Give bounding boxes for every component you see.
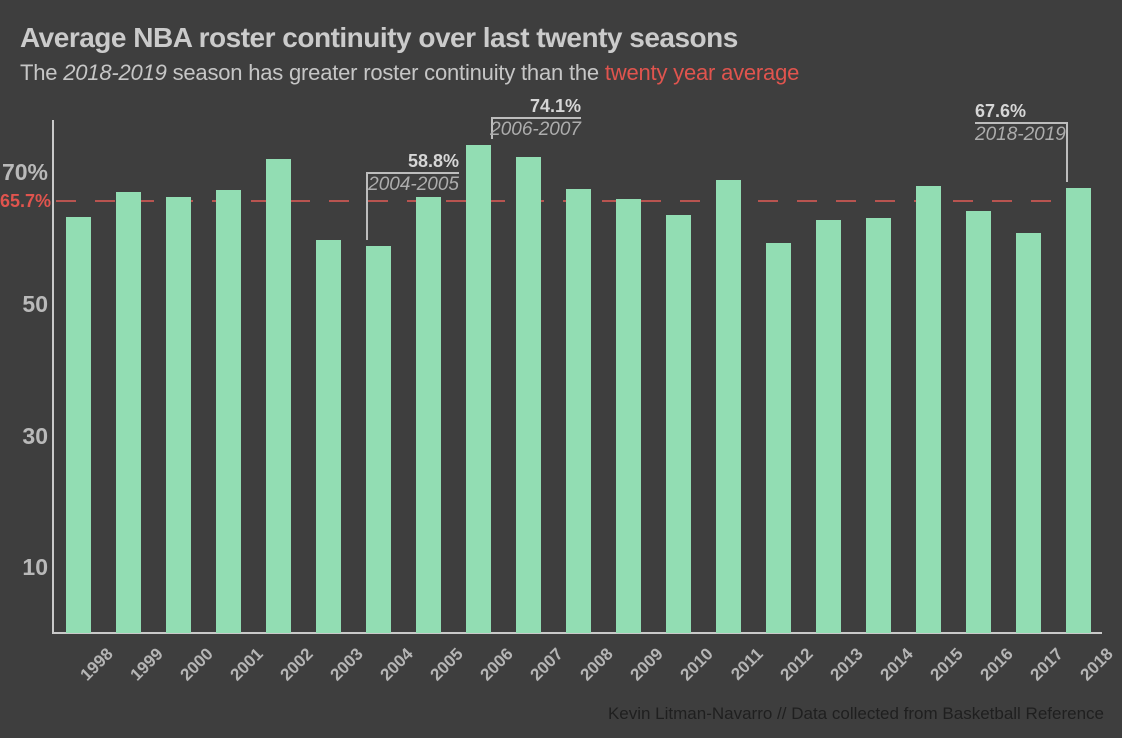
annotation-leader-line	[975, 122, 1066, 124]
y-tick-10: 10	[22, 554, 48, 581]
bar-2008	[566, 188, 591, 633]
bar-2016	[966, 211, 991, 633]
y-axis-line	[52, 120, 54, 634]
chart-title: Average NBA roster continuity over last …	[20, 22, 738, 53]
bar-2018	[1066, 188, 1091, 633]
bar-2017	[1016, 232, 1041, 633]
subtitle-prefix: The	[20, 60, 64, 85]
bar-2013	[816, 219, 841, 633]
bar-1999	[116, 192, 141, 633]
average-value-label: 65.7%	[0, 190, 52, 211]
y-tick-50: 50	[22, 291, 48, 317]
bar-2005	[416, 197, 441, 633]
bar-2007	[516, 156, 541, 633]
subtitle-middle: season has greater roster continuity tha…	[166, 60, 605, 85]
bar-2004	[366, 246, 391, 633]
y-tick-30: 30	[22, 422, 48, 449]
bar-2009	[616, 198, 641, 633]
y-tick-70: 70%	[1, 159, 48, 186]
credit-line: Kevin Litman-Navarro // Data collected f…	[607, 704, 1104, 723]
bar-2011	[716, 179, 741, 633]
annotation-value: 67.6%	[975, 101, 1027, 121]
annotation-season: 2018-2019	[975, 124, 1066, 145]
bar-2000	[166, 197, 191, 633]
annotation-leader-drop	[491, 117, 493, 140]
bar-2012	[766, 243, 791, 633]
annotation-leader-line	[491, 117, 581, 119]
annotation-value: 58.8%	[407, 151, 459, 171]
annotation-season: 2006-2007	[490, 119, 581, 140]
annotation-value: 74.1%	[529, 96, 581, 116]
bar-2003	[316, 240, 341, 633]
annotation-season: 2004-2005	[368, 174, 459, 195]
bar-2010	[666, 215, 691, 633]
bar-2015	[916, 186, 941, 633]
x-axis-line	[52, 632, 1102, 634]
bar-2014	[866, 218, 891, 633]
annotation-leader-drop	[1066, 122, 1068, 183]
annotation-leader-line	[366, 172, 459, 174]
bar-2001	[216, 189, 241, 633]
annotation-leader-drop	[366, 172, 368, 241]
subtitle-season: 2018-2019	[63, 60, 167, 85]
chart-subtitle: The 2018-2019 season has greater roster …	[20, 60, 799, 86]
bar-2002	[266, 159, 291, 633]
bar-2006	[466, 145, 491, 633]
bar-1998	[66, 217, 91, 633]
subtitle-highlight: twenty year average	[604, 60, 800, 85]
